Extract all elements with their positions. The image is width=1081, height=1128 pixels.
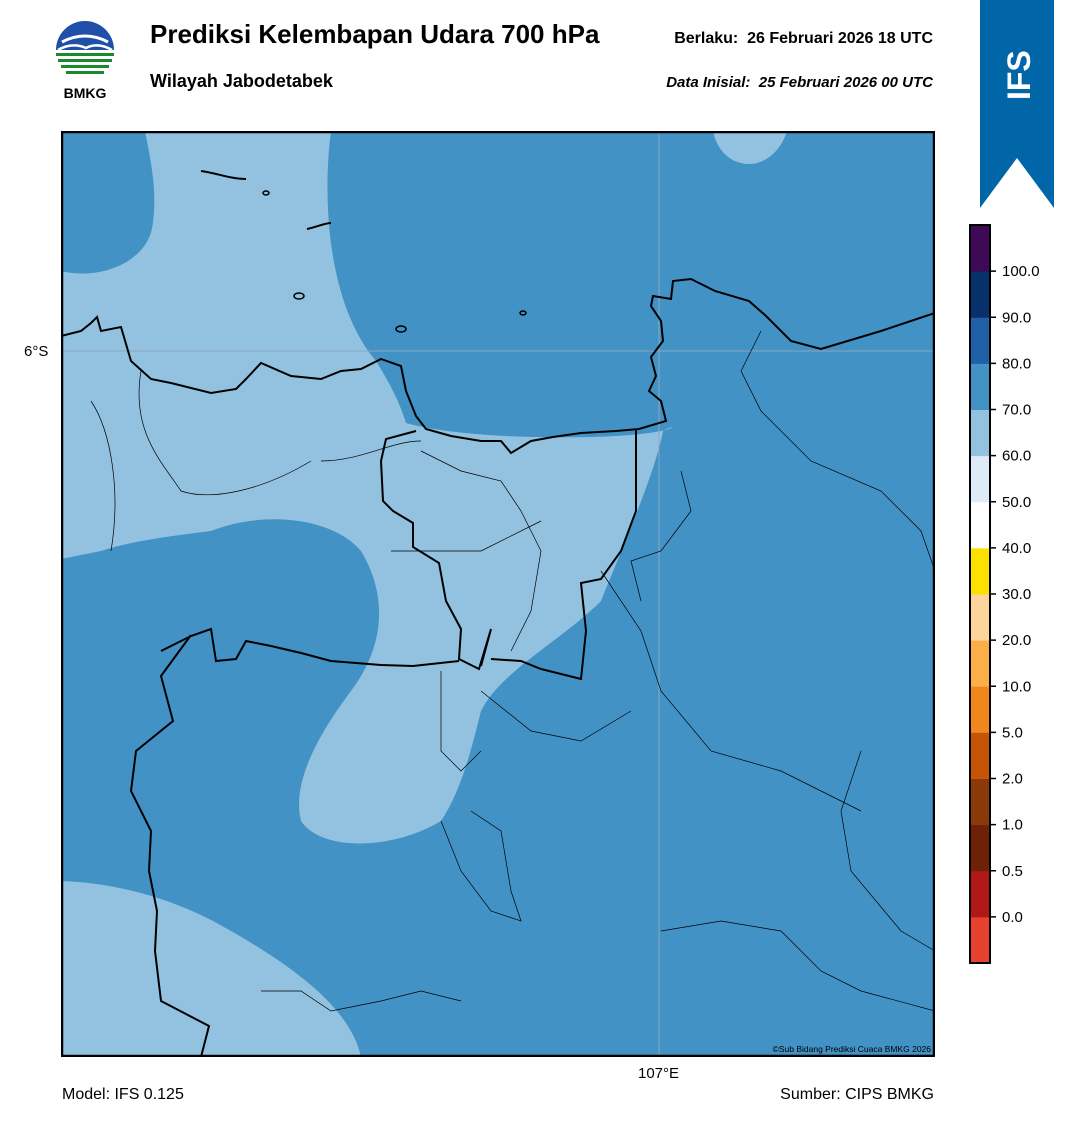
humidity-map: ©Sub Bidang Prediksi Cuaca BMKG 2026 <box>61 131 935 1057</box>
colorbar: 0.0 0.5 1.0 2.0 5.0 10.0 20.0 30.0 40.0 50.0 60.0 7… <box>969 224 1040 964</box>
map-copyright: ©Sub Bidang Prediksi Cuaca BMKG 2026 <box>773 1044 932 1054</box>
ribbon-shape <box>980 0 1054 208</box>
page-title: Prediksi Kelembapan Udara 700 hPa <box>150 19 600 49</box>
init-time-value: 25 Februari 2026 00 UTC <box>758 74 933 91</box>
provincial-border <box>379 430 492 671</box>
colorbar-swatch <box>970 455 990 503</box>
region-subtitle: Wilayah Jabodetabek <box>150 71 333 91</box>
colorbar-tick-label: 40.0 <box>1002 540 1031 557</box>
colorbar-swatch <box>970 686 990 733</box>
source-label: Sumber: CIPS BMKG <box>780 1086 934 1103</box>
logo-agency-text: BMKG <box>64 85 107 101</box>
colorbar-tick-label: 70.0 <box>1002 402 1031 419</box>
colorbar-swatch <box>970 594 990 641</box>
init-time-label: Data Inisial: <box>666 74 751 91</box>
island-small-2 <box>306 222 332 230</box>
valid-time-label: Berlaku: <box>674 30 739 47</box>
provincial-border-south <box>160 627 460 668</box>
colorbar-tick-label: 20.0 <box>1002 632 1031 649</box>
colorbar-tick-label: 0.5 <box>1002 863 1023 880</box>
colorbar-swatch <box>970 225 990 272</box>
colorbar-tick-label: 10.0 <box>1002 678 1031 695</box>
colorbar-tick-label: 80.0 <box>1002 355 1031 372</box>
colorbar-swatch <box>970 317 990 364</box>
bmkg-logo: BMKG <box>56 21 114 101</box>
colorbar-tick-label: 60.0 <box>1002 448 1031 465</box>
ribbon-text: IFS <box>1001 50 1037 100</box>
colorbar-swatches <box>970 225 990 964</box>
colorbar-swatch <box>970 640 990 687</box>
colorbar-swatch <box>970 363 990 410</box>
colorbar-swatch <box>970 501 990 549</box>
island-small-6 <box>519 310 527 316</box>
colorbar-swatch <box>970 547 990 595</box>
colorbar-swatch <box>970 271 990 318</box>
longitude-label: 107°E <box>638 1065 680 1082</box>
valid-time-line: Berlaku: 26 Februari 2026 18 UTC <box>674 30 933 48</box>
latitude-label: 6°S <box>24 343 49 360</box>
district-lines <box>90 330 935 1012</box>
provincial-border-east <box>490 429 637 681</box>
island-small-4 <box>395 325 407 333</box>
init-time-line: Data Inisial: 25 Februari 2026 00 UTC <box>666 74 933 91</box>
humidity-band-60-70-north <box>61 131 673 844</box>
colorbar-frame <box>969 224 991 964</box>
colorbar-tick-label: 0.0 <box>1002 909 1023 926</box>
valid-time-value: 26 Februari 2026 18 UTC <box>747 30 933 47</box>
colorbar-swatch <box>970 409 990 457</box>
colorbar-tick-label: 30.0 <box>1002 586 1031 603</box>
model-ribbon: IFS <box>980 0 1054 208</box>
island-small-5 <box>262 190 270 196</box>
humidity-band-60-70-southwest <box>61 881 361 1057</box>
logo-emblem-icon <box>56 21 114 74</box>
model-label: Model: IFS 0.125 <box>62 1086 184 1103</box>
colorbar-swatch <box>970 732 990 779</box>
provincial-border-west <box>129 634 211 1057</box>
colorbar-swatch <box>970 870 990 918</box>
island-small-3 <box>293 292 305 300</box>
colorbar-tick-label: 100.0 <box>1002 263 1040 280</box>
colorbar-ticks: 0.0 0.5 1.0 2.0 5.0 10.0 20.0 30.0 40.0 50.0 60.0 7… <box>990 263 1040 926</box>
humidity-band-60-70-top-right <box>713 131 787 164</box>
map-frame <box>61 131 935 1057</box>
java-coastline <box>61 277 935 455</box>
colorbar-tick-label: 50.0 <box>1002 494 1031 511</box>
colorbar-tick-label: 2.0 <box>1002 771 1023 788</box>
colorbar-tick-label: 1.0 <box>1002 817 1023 834</box>
colorbar-swatch <box>970 778 990 826</box>
colorbar-swatch <box>970 916 990 964</box>
colorbar-tick-label: 90.0 <box>1002 309 1031 326</box>
island-small-1 <box>200 170 247 180</box>
colorbar-tick-label: 5.0 <box>1002 724 1023 741</box>
colorbar-swatch <box>970 824 990 872</box>
